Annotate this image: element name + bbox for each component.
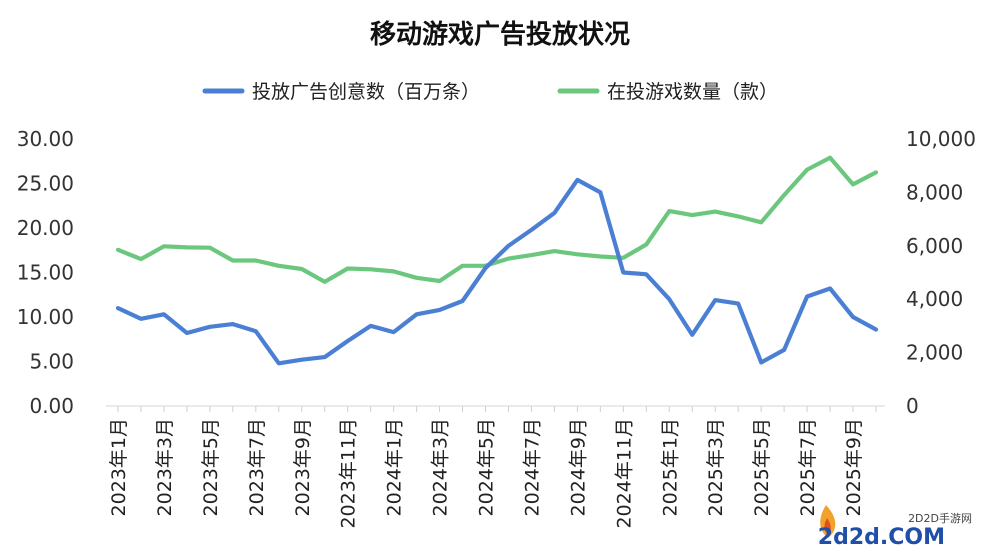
x-tick-label: 2023年9月: [292, 418, 314, 516]
x-tick-label: 2025年1月: [659, 418, 681, 516]
y-left-tick-label: 30.00: [17, 127, 74, 151]
x-tick-label: 2024年7月: [521, 418, 543, 516]
x-tick-label: 2025年7月: [797, 418, 819, 516]
x-tick-label: 2024年5月: [476, 418, 498, 516]
x-tick-label: 2024年11月: [613, 418, 635, 529]
x-tick-label: 2023年11月: [338, 418, 360, 529]
x-tick-label: 2025年3月: [705, 418, 727, 516]
y-left-tick-label: 5.00: [29, 350, 74, 374]
x-tick-label: 2023年3月: [154, 418, 176, 516]
x-tick-label: 2025年9月: [843, 418, 865, 516]
y-left-tick-label: 10.00: [17, 305, 74, 329]
x-tick-label: 2025年5月: [751, 418, 773, 516]
series-line-games: [115, 155, 879, 284]
x-tick-label: 2023年5月: [200, 418, 222, 516]
x-tick-label: 2023年1月: [108, 418, 130, 516]
legend-label-games: 在投游戏数量（款）: [607, 81, 778, 103]
flame-logo-inner-icon: [824, 518, 831, 535]
y-axis-left: 0.00 5.00 10.00 15.00 20.00 25.00 30.00: [17, 127, 74, 418]
y-right-tick-label: 0: [906, 394, 919, 418]
y-right-tick-label: 4,000: [906, 287, 963, 311]
y-right-tick-label: 2,000: [906, 341, 963, 365]
x-tick-label: 2024年3月: [430, 418, 452, 516]
y-left-tick-label: 25.00: [17, 172, 74, 196]
y-right-tick-label: 10,000: [906, 127, 976, 151]
y-axis-right: 0 2,000 4,000 6,000 8,000 10,000: [906, 127, 976, 418]
y-left-tick-label: 0.00: [29, 394, 74, 418]
x-tick-label: 2024年9月: [567, 418, 589, 516]
legend: 投放广告创意数（百万条） 在投游戏数量（款）: [202, 81, 778, 103]
x-tick-label: 2023年7月: [246, 418, 268, 516]
y-right-tick-label: 6,000: [906, 234, 963, 258]
series-line-ad-creatives: [115, 177, 879, 366]
watermark-domain: 2d2d.COM: [818, 525, 945, 549]
y-left-tick-label: 15.00: [17, 261, 74, 285]
chart-title: 移动游戏广告投放状况: [370, 19, 630, 50]
watermark-site-name: 2D2D手游网: [908, 511, 972, 525]
y-right-tick-label: 8,000: [906, 180, 963, 204]
y-left-tick-label: 20.00: [17, 216, 74, 240]
watermark: 2D2D手游网 2d2d.COM: [818, 505, 972, 549]
legend-label-ad-creatives: 投放广告创意数（百万条）: [252, 81, 480, 103]
x-tick-label: 2024年1月: [384, 418, 406, 516]
plot-area: [115, 155, 879, 366]
x-axis: 2023年1月 2023年3月 2023年5月 2023年7月 2023年9月 2023年…: [108, 406, 877, 529]
